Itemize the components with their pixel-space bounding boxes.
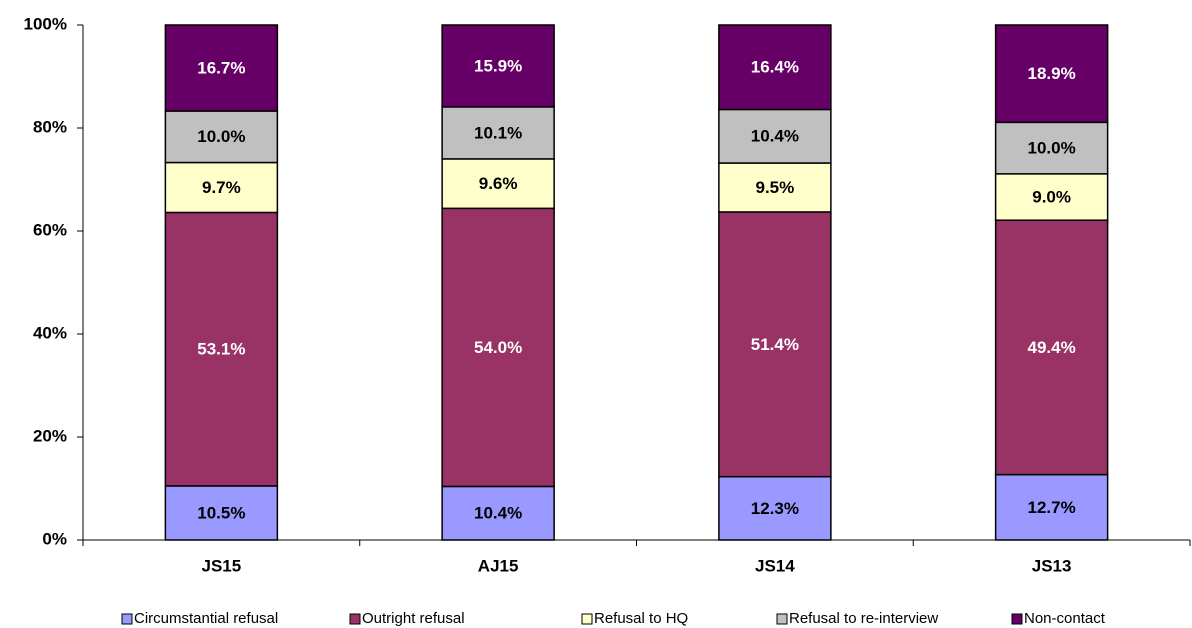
legend-label: Outright refusal: [362, 610, 465, 627]
bar-segment: [718, 24, 832, 111]
legend-swatch: [1011, 613, 1023, 625]
data-label: 18.9%: [1028, 64, 1076, 83]
bar-segment: [164, 211, 279, 487]
x-tick-label: JS13: [1032, 556, 1072, 575]
bar-segment: [994, 219, 1109, 476]
legend-swatch: [776, 613, 788, 625]
y-tick-label: 100%: [24, 14, 67, 33]
bar-segment: [994, 24, 1109, 124]
data-label: 51.4%: [751, 335, 799, 354]
data-label: 9.0%: [1032, 187, 1071, 206]
data-label: 15.9%: [474, 56, 522, 75]
x-tick-label: JS15: [202, 556, 242, 575]
bar-segment: [441, 485, 555, 541]
legend-swatch: [581, 613, 593, 625]
x-tick-label: JS14: [755, 556, 795, 575]
data-label: 10.0%: [1028, 139, 1076, 158]
bar-segment: [164, 110, 279, 164]
legend-label: Circumstantial refusal: [134, 610, 278, 627]
legend-label: Non-contact: [1024, 610, 1106, 627]
bar-segment: [718, 162, 832, 213]
bar-segment: [164, 161, 279, 214]
bar-segment: [441, 158, 555, 210]
data-label: 10.5%: [197, 503, 245, 522]
data-label: 9.5%: [756, 178, 795, 197]
data-label: 12.3%: [751, 499, 799, 518]
y-tick-label: 0%: [42, 529, 67, 548]
data-label: 9.6%: [479, 174, 518, 193]
bar-segment: [994, 473, 1109, 541]
bar-segment: [718, 108, 832, 164]
bar-segment: [441, 207, 555, 488]
y-tick-label: 20%: [33, 426, 67, 445]
y-tick-label: 80%: [33, 117, 67, 136]
bar-segment: [441, 106, 555, 160]
data-label: 16.7%: [197, 58, 245, 77]
data-label: 53.1%: [197, 340, 245, 359]
data-label: 12.7%: [1028, 498, 1076, 517]
bar-segment: [994, 173, 1109, 221]
bar-segment: [441, 24, 555, 108]
x-tick-label: AJ15: [478, 556, 519, 575]
legend-label: Refusal to re-interview: [789, 610, 938, 627]
bar-segment: [164, 24, 279, 112]
data-label: 10.4%: [751, 127, 799, 146]
data-label: 9.7%: [202, 178, 241, 197]
bar-segment: [718, 211, 832, 478]
legend-label: Refusal to HQ: [594, 610, 688, 627]
data-label: 10.4%: [474, 504, 522, 523]
legend-swatch: [349, 613, 361, 625]
data-label: 10.0%: [197, 127, 245, 146]
data-label: 10.1%: [474, 123, 522, 142]
y-tick-label: 40%: [33, 323, 67, 342]
data-label: 54.0%: [474, 338, 522, 357]
data-label: 49.4%: [1028, 338, 1076, 357]
bar-segment: [164, 485, 279, 541]
y-tick-label: 60%: [33, 220, 67, 239]
data-label: 16.4%: [751, 58, 799, 77]
legend-swatch: [121, 613, 133, 625]
